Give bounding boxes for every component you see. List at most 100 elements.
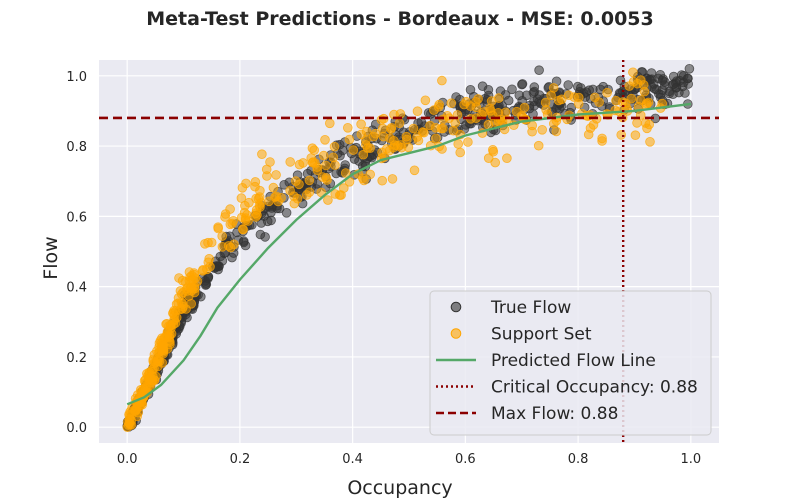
scatter-point — [594, 97, 604, 107]
legend-marker — [450, 301, 462, 313]
scatter-point — [344, 134, 355, 145]
scatter-point — [298, 158, 308, 168]
scatter-point — [459, 99, 469, 110]
legend-item: Support Set — [450, 325, 592, 345]
scatter-point — [365, 169, 376, 180]
scatter-point — [238, 224, 248, 234]
scatter-point — [394, 118, 405, 128]
predicted-flow-line — [126, 102, 691, 406]
scatter-point — [387, 174, 398, 184]
chart-title: Meta-Test Predictions - Bordeaux - MSE: … — [146, 8, 654, 30]
scatter-point — [229, 239, 239, 250]
scatter-point — [328, 152, 339, 163]
scatter-point — [463, 137, 473, 147]
scatter-point — [318, 150, 329, 161]
scatter-point — [455, 147, 466, 158]
scatter-point — [342, 123, 353, 133]
scatter-point — [320, 135, 330, 145]
scatter-point — [533, 140, 544, 151]
scatter-point — [648, 79, 659, 89]
scatter-point — [271, 170, 281, 180]
scatter-point — [668, 79, 678, 90]
scatter-point — [502, 153, 512, 164]
scatter-point — [271, 191, 282, 202]
scatter-point — [307, 157, 318, 168]
scatter-point — [357, 173, 368, 184]
legend: True Flow Support Set Predicted Flow Line C… — [429, 290, 712, 436]
scatter-point — [602, 87, 612, 98]
scatter-point — [243, 216, 253, 226]
legend-label: Max Flow: 0.88 — [491, 404, 618, 424]
x-tick-label: 0.0 — [117, 452, 138, 467]
scatter-point — [630, 130, 641, 141]
scatter-point — [430, 123, 441, 133]
scatter-point — [507, 84, 517, 95]
scatter-point — [225, 204, 235, 214]
x-tick-label: 0.8 — [568, 452, 589, 467]
scatter-point — [657, 75, 668, 86]
scatter-point — [238, 236, 249, 246]
scatter-point — [409, 165, 420, 176]
scatter-point — [548, 83, 559, 93]
scatter-point — [386, 124, 396, 134]
scatter-point — [563, 80, 573, 90]
y-tick-label: 0.8 — [66, 140, 87, 155]
scatter-point — [301, 190, 312, 200]
scatter-point — [220, 212, 230, 222]
scatter-point — [611, 95, 621, 106]
scatter-point — [323, 195, 333, 205]
scatter-point — [250, 181, 260, 192]
scatter-point — [360, 140, 371, 150]
legend-item: True Flow — [450, 298, 571, 318]
scatter-point — [149, 375, 160, 386]
scatter-point — [503, 95, 514, 106]
scatter-point — [668, 71, 679, 82]
scatter-point — [377, 175, 388, 186]
scatter-point — [330, 160, 340, 171]
scatter-point — [477, 81, 488, 91]
scatter-point — [251, 193, 261, 204]
scatter-point — [519, 102, 530, 113]
scatter-point — [244, 197, 254, 208]
legend-item: Max Flow: 0.88 — [436, 404, 618, 424]
scatter-point — [641, 98, 652, 109]
x-axis-label: Occupancy — [347, 477, 452, 499]
scatter-point — [597, 133, 607, 144]
scatter-point — [198, 264, 208, 275]
scatter-point — [228, 216, 239, 226]
scatter-point — [465, 85, 476, 95]
scatter-point — [321, 160, 331, 171]
scatter-point — [527, 120, 537, 131]
scatter-point — [174, 273, 184, 283]
scatter-point — [239, 207, 250, 218]
scatter-point — [413, 135, 424, 146]
x-tick-label: 0.6 — [455, 452, 476, 467]
legend-label: Support Set — [491, 325, 592, 345]
scatter-point — [188, 275, 198, 285]
scatter-point — [324, 118, 335, 129]
scatter-point — [257, 149, 267, 160]
scatter-point — [635, 75, 646, 85]
y-axis-label: Flow — [40, 236, 62, 279]
scatter-point — [338, 183, 349, 193]
legend-label: True Flow — [490, 298, 571, 318]
scatter-point — [125, 419, 135, 430]
legend-marker — [450, 328, 462, 339]
y-tick-label: 0.0 — [66, 421, 87, 436]
scatter-point — [529, 86, 540, 97]
scatter-point — [573, 99, 584, 109]
reference-lines — [99, 60, 719, 443]
scatter-point — [431, 133, 441, 144]
scatter-point — [487, 145, 498, 155]
scatter-point — [437, 75, 447, 86]
scatter-point — [632, 118, 642, 128]
scatter-point — [356, 119, 366, 129]
scatter-point — [490, 157, 501, 168]
scatter-point — [614, 88, 625, 98]
scatter-point — [684, 64, 695, 74]
scatter-point — [213, 222, 223, 233]
y-tick-label: 1.0 — [66, 70, 87, 85]
scatter-point — [640, 118, 651, 128]
legend-label: Predicted Flow Line — [491, 351, 656, 371]
scatter-point — [206, 237, 217, 248]
